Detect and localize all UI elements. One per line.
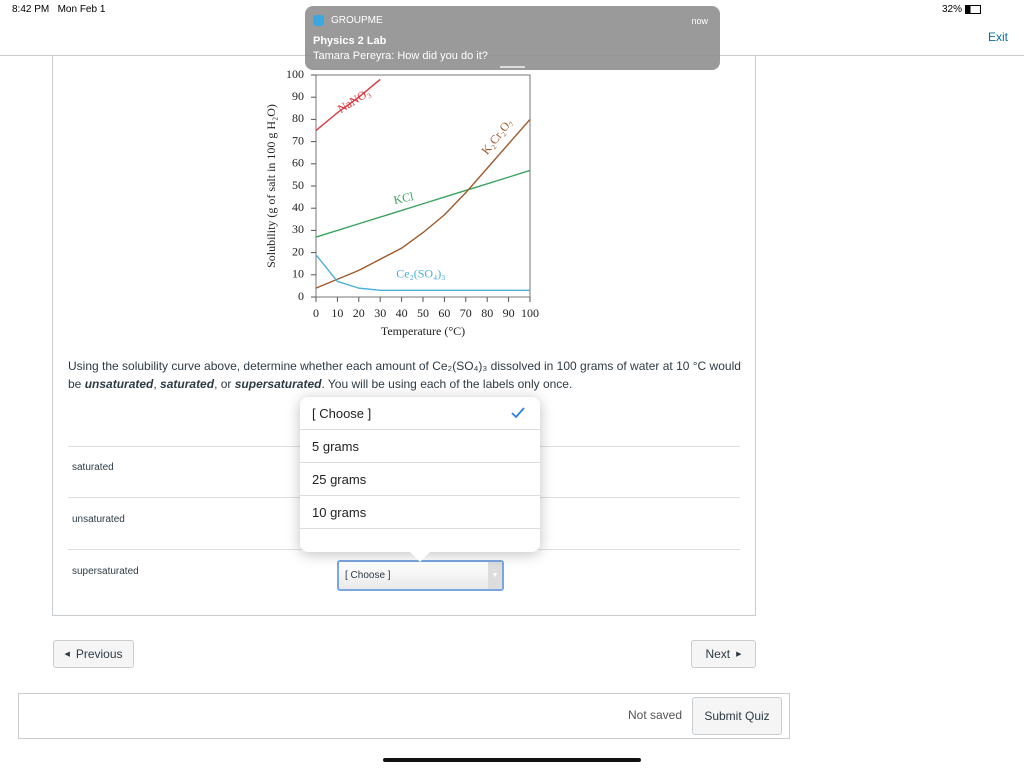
battery: 32%: [942, 4, 981, 15]
x-tick-label: 50: [417, 306, 429, 320]
y-tick-label: 40: [292, 200, 304, 214]
series-label: Ce₂(SO₄)₃: [396, 267, 445, 281]
button-label: Previous: [75, 647, 123, 661]
y-tick-label: 100: [286, 67, 304, 81]
y-tick-label: 30: [292, 222, 304, 236]
row-label: saturated: [72, 462, 114, 473]
home-indicator: [383, 758, 641, 762]
save-status: Not saved: [628, 708, 683, 722]
x-tick-label: 10: [331, 306, 343, 320]
series-line: [315, 169, 531, 238]
answer-select[interactable]: [ Choose ] ▼: [337, 560, 504, 591]
x-tick-label: 20: [353, 306, 365, 320]
x-tick-label: 30: [374, 306, 386, 320]
y-tick-label: 0: [298, 289, 304, 303]
select-text: [ Choose ]: [345, 570, 391, 581]
x-tick-label: 60: [438, 306, 450, 320]
row-label: unsaturated: [72, 514, 125, 525]
y-tick-label: 10: [292, 267, 304, 281]
footer-bar: [18, 693, 790, 739]
y-tick-label: 80: [292, 111, 304, 125]
dropdown-option[interactable]: [ Choose ]: [312, 406, 372, 421]
x-tick-label: 0: [313, 306, 319, 320]
series-label: NaNO₃: [335, 85, 373, 116]
emphasis: saturated: [160, 377, 215, 391]
date: Mon Feb 1: [57, 4, 106, 15]
series-line: [315, 78, 381, 132]
question-panel: [52, 55, 756, 616]
chart: 0 10 20 30 40 50 60 70 80 90 100 0 10 20 30 40 50 60 70 80 9…: [264, 67, 539, 338]
x-tick-label: 40: [396, 306, 408, 320]
button-label: Submit Quiz: [704, 709, 770, 723]
text-segment: Using the solubility curve above, determ…: [68, 359, 741, 391]
y-tick-label: 20: [292, 244, 304, 258]
exit-link[interactable]: Exit: [988, 30, 1009, 44]
status-time: 8:42 PM Mon Feb 1: [12, 4, 105, 15]
option-divider: [300, 495, 540, 496]
text-segment: ,: [153, 377, 161, 391]
series-line: [315, 118, 531, 289]
option-divider: [300, 528, 540, 529]
dropdown-option[interactable]: 25 grams: [312, 472, 367, 487]
emphasis: supersaturated: [234, 377, 322, 391]
x-tick-label: 90: [503, 306, 515, 320]
series-label: K₂Cr₂O₇: [479, 116, 516, 158]
dropdown-option[interactable]: 5 grams: [312, 439, 359, 454]
text-segment: , or: [214, 377, 235, 391]
row-label: supersaturated: [72, 566, 139, 577]
notif-message: Tamara Pereyra: How did you do it?: [313, 50, 488, 62]
series-label: KCl: [392, 189, 415, 207]
y-axis-title: Solubility (g of salt in 100 g H₂O): [264, 104, 278, 268]
notif-time: now: [691, 16, 708, 26]
text-segment: . You will be using each of the labels o…: [321, 377, 573, 391]
app-icon: [313, 15, 324, 26]
app-name: GROUPME: [331, 15, 383, 26]
question-text: Using the solubility curve above, determ…: [68, 357, 748, 393]
x-axis-title: Temperature (°C): [381, 324, 465, 338]
x-tick-label: 80: [481, 306, 493, 320]
previous-button[interactable]: ◀ Previous: [53, 640, 134, 668]
x-tick-label: 100: [521, 306, 539, 320]
grabber: [500, 66, 525, 68]
option-divider: [300, 462, 540, 463]
y-tick-label: 50: [292, 178, 304, 192]
dropdown-option[interactable]: 10 grams: [312, 505, 367, 520]
emphasis: unsaturated: [84, 377, 154, 391]
option-divider: [300, 429, 540, 430]
battery-level: 32%: [942, 4, 963, 15]
series-line: [315, 254, 530, 292]
y-tick-label: 70: [292, 133, 304, 147]
y-tick-label: 90: [292, 89, 304, 103]
y-tick-label: 60: [292, 156, 304, 170]
button-label: Next: [705, 647, 731, 661]
select-arrow: ▼: [488, 562, 502, 589]
x-tick-label: 70: [460, 306, 472, 320]
notif-title: Physics 2 Lab: [313, 35, 387, 47]
time: 8:42 PM: [12, 4, 50, 15]
notification[interactable]: GROUPME now Physics 2 Lab Tamara Pereyra…: [305, 6, 720, 70]
next-button[interactable]: Next ▶: [691, 640, 756, 668]
submit-button[interactable]: Submit Quiz: [692, 697, 782, 735]
dropdown-popover: [ Choose ] 5 grams 25 grams 10 grams: [300, 397, 540, 562]
checkmark: [511, 407, 525, 419]
